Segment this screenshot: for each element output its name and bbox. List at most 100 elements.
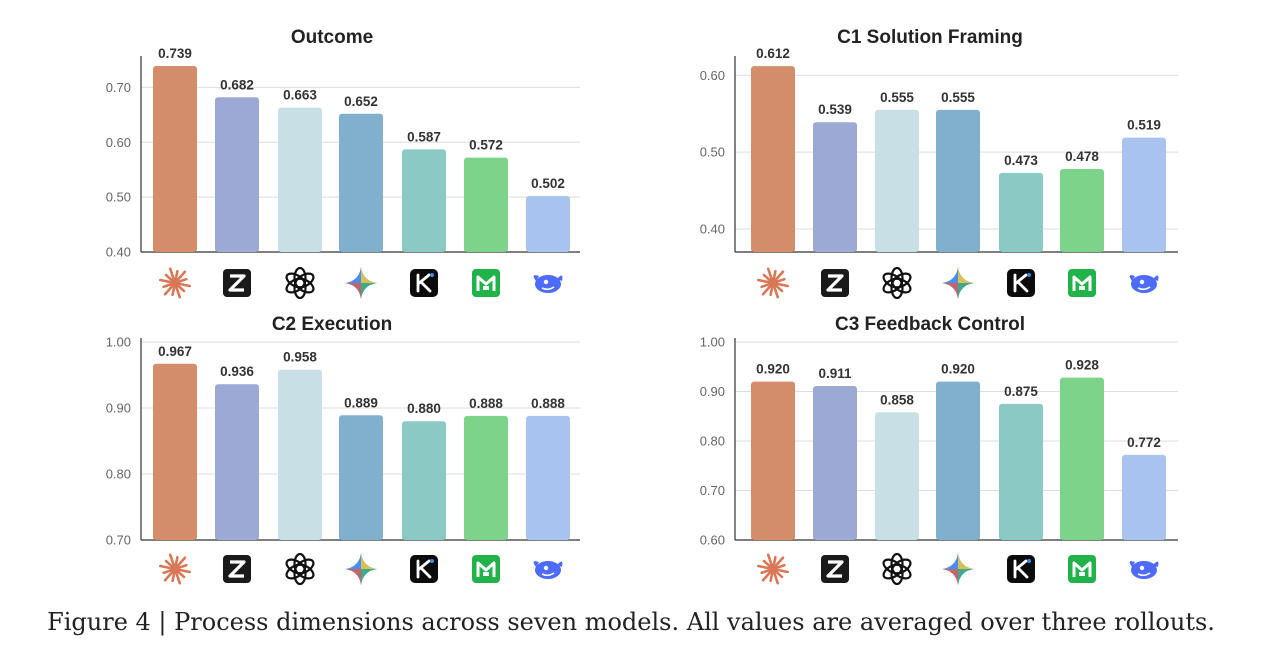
data-label: 0.958 [283, 350, 317, 365]
data-label: 0.555 [941, 90, 975, 105]
y-tick-label: 0.80 [700, 434, 725, 449]
bar-deepseek [1122, 454, 1166, 540]
data-label: 0.936 [220, 364, 254, 379]
chart-title: Outcome [291, 27, 373, 48]
y-tick-label: 0.70 [106, 80, 131, 95]
data-label: 0.663 [283, 88, 317, 103]
chart-title: C1 Solution Framing [837, 27, 1023, 48]
y-tick-label: 0.40 [106, 245, 131, 260]
gemini-icon [345, 267, 377, 299]
chart-panel-2: C1 Solution Framing 0.40 0.50 0.60 0.612 0.53… [700, 27, 1178, 300]
bar-deepseek [1122, 137, 1166, 252]
kimi-icon [1007, 269, 1035, 297]
y-tick-label: 0.60 [700, 68, 725, 83]
data-label: 0.555 [880, 90, 914, 105]
data-label: 0.587 [407, 129, 441, 144]
data-label: 0.572 [469, 138, 503, 153]
data-label: 0.652 [344, 94, 378, 109]
y-tick-label: 0.40 [700, 221, 725, 236]
chart-title: C3 Feedback Control [835, 314, 1025, 335]
data-label: 0.502 [531, 176, 565, 191]
y-tick-label: 0.90 [700, 384, 725, 399]
data-label: 0.911 [818, 366, 852, 381]
bar-deepseek [526, 196, 570, 252]
data-label: 0.682 [220, 77, 254, 92]
bar-kimi [999, 403, 1043, 540]
data-label: 0.875 [1004, 384, 1038, 399]
data-label: 0.920 [756, 362, 790, 377]
chart-panel-3: C2 Execution 0.70 0.80 0.90 1.00 0.967 0.936 0.… [106, 314, 580, 586]
chart-panel-1: Outcome 0.40 0.50 0.60 0.70 0.739 0.682 0.663 0.… [106, 27, 580, 300]
deepseek-icon [1129, 275, 1159, 293]
bar-gemini [339, 113, 383, 252]
claude-icon [756, 553, 790, 585]
data-label: 0.888 [469, 396, 503, 411]
bar-glm [813, 122, 857, 252]
zhipu-glm-icon [821, 269, 849, 297]
claude-icon [158, 267, 192, 299]
openai-icon [285, 266, 315, 300]
y-tick-label: 0.60 [106, 135, 131, 150]
bar-glm [813, 386, 857, 540]
data-label: 0.478 [1065, 149, 1099, 164]
y-tick-label: 0.70 [106, 533, 131, 548]
bar-gpt [875, 412, 919, 540]
bar-claude [153, 363, 197, 540]
y-tick-label: 0.50 [700, 145, 725, 160]
bar-claude [751, 66, 795, 252]
y-tick-label: 0.70 [700, 483, 725, 498]
claude-icon [158, 553, 192, 585]
bar-glm [215, 97, 259, 252]
data-label: 0.888 [531, 396, 565, 411]
gemini-icon [942, 553, 974, 585]
gemini-icon [345, 553, 377, 585]
openai-icon [882, 266, 912, 300]
data-label: 0.967 [158, 344, 192, 359]
data-label: 0.739 [158, 46, 192, 61]
kimi-icon [410, 269, 438, 297]
deepseek-icon [1129, 561, 1159, 579]
chart-panel-4: C3 Feedback Control 0.60 0.70 0.80 0.90 1.00 0… [700, 314, 1178, 586]
y-tick-label: 0.50 [106, 190, 131, 205]
data-label: 0.772 [1127, 435, 1161, 450]
bar-claude [153, 66, 197, 252]
y-tick-label: 0.80 [106, 467, 131, 482]
kimi-icon [1007, 555, 1035, 583]
bar-minimax [1060, 377, 1104, 540]
zhipu-glm-icon [223, 555, 251, 583]
bar-gpt [875, 109, 919, 252]
minimax-icon [472, 555, 500, 583]
bar-kimi [402, 149, 446, 252]
claude-icon [756, 267, 790, 299]
minimax-icon [1068, 555, 1096, 583]
data-label: 0.928 [1065, 358, 1099, 373]
y-tick-label: 0.90 [106, 401, 131, 416]
bar-gpt [278, 369, 322, 540]
bar-minimax [1060, 169, 1104, 252]
data-label: 0.889 [344, 395, 378, 410]
bar-kimi [402, 421, 446, 540]
figure-canvas: Outcome 0.40 0.50 0.60 0.70 0.739 0.682 0.663 0.… [106, 27, 1178, 586]
zhipu-glm-icon [223, 269, 251, 297]
data-label: 0.920 [941, 362, 975, 377]
data-label: 0.612 [756, 46, 790, 61]
bar-gpt [278, 107, 322, 253]
bar-glm [215, 384, 259, 540]
bar-claude [751, 381, 795, 540]
data-label: 0.880 [407, 401, 441, 416]
bar-deepseek [526, 415, 570, 540]
data-label: 0.858 [880, 392, 914, 407]
gemini-icon [942, 267, 974, 299]
bar-gemini [936, 381, 980, 540]
openai-icon [882, 552, 912, 586]
zhipu-glm-icon [821, 555, 849, 583]
data-label: 0.519 [1127, 118, 1161, 133]
bar-gemini [339, 415, 383, 540]
chart-title: C2 Execution [272, 314, 392, 335]
bar-gemini [936, 109, 980, 252]
y-tick-label: 0.60 [700, 533, 725, 548]
minimax-icon [472, 269, 500, 297]
bar-kimi [999, 172, 1043, 252]
openai-icon [285, 552, 315, 586]
data-label: 0.539 [818, 102, 852, 117]
